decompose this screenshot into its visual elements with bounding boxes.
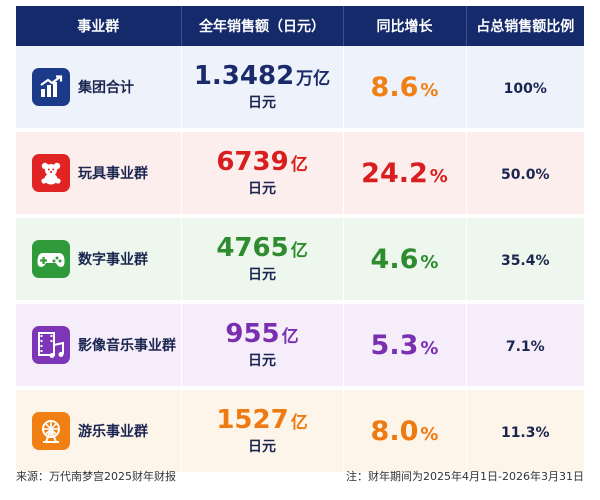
- segment-cell: 集团合计: [16, 46, 182, 132]
- segment-name: 集团合计: [78, 80, 134, 96]
- sales-amount: 4765: [216, 232, 289, 263]
- sales-currency: 日元: [248, 267, 276, 284]
- sales-cell: 6739 亿 日元: [181, 130, 344, 218]
- segment-label: 游乐事业群: [16, 412, 181, 450]
- sales-cell: 1.3482 万亿 日元: [181, 46, 344, 132]
- sales-amount: 1527: [216, 404, 289, 435]
- table-row: 数字事业群 4765 亿 日元 4.6% 35.4%: [16, 216, 584, 304]
- segment-cell: 游乐事业群: [16, 388, 182, 476]
- segment-label: 数字事业群: [16, 240, 181, 278]
- share-cell: 7.1%: [466, 302, 584, 390]
- sales-cell: 1527 亿 日元: [181, 388, 344, 476]
- share-value: 7.1%: [505, 338, 545, 355]
- growth-value: 5.3: [370, 329, 419, 361]
- sales-currency: 日元: [248, 353, 276, 370]
- sales-amount: 955: [225, 318, 280, 349]
- growth-cell: 8.0%: [343, 388, 467, 476]
- footer: 来源：万代南梦宫2025财年财报 注：财年期间为2025年4月1日-2026年3…: [16, 468, 584, 484]
- sales-unit: 亿: [281, 326, 299, 347]
- growth-value: 24.2: [361, 157, 428, 189]
- growth-percent-sign: %: [420, 251, 439, 273]
- share-cell: 11.3%: [466, 388, 584, 476]
- sales-unit: 亿: [290, 412, 308, 433]
- segment-name: 游乐事业群: [78, 424, 148, 440]
- growth-cell: 4.6%: [343, 216, 467, 304]
- segment-label: 影像音乐事业群: [16, 326, 181, 364]
- growth-cell: 8.6%: [343, 46, 467, 132]
- growth-value: 8.0: [370, 415, 419, 447]
- segment-sales-table: 事业群 全年销售额（日元） 同比增长 占总销售额比例: [16, 6, 584, 476]
- film-music-icon: [32, 326, 70, 364]
- growth-cell: 5.3%: [343, 302, 467, 390]
- segment-label: 集团合计: [16, 68, 181, 106]
- share-value: 50.0%: [500, 166, 550, 183]
- segment-label: 玩具事业群: [16, 154, 181, 192]
- growth-cell: 24.2%: [343, 130, 467, 218]
- sales-unit: 亿: [290, 240, 308, 261]
- share-cell: 35.4%: [466, 216, 584, 304]
- fiscal-period-note: 注：财年期间为2025年4月1日-2026年3月31日: [346, 470, 584, 483]
- sales-currency: 日元: [248, 95, 276, 112]
- segment-name: 影像音乐事业群: [78, 338, 176, 354]
- share-cell: 50.0%: [466, 130, 584, 218]
- sales-amount: 1.3482: [193, 60, 295, 91]
- segment-name: 数字事业群: [78, 252, 148, 268]
- teddy-bear-icon: [32, 154, 70, 192]
- gamepad-icon: [32, 240, 70, 278]
- segment-cell: 玩具事业群: [16, 130, 182, 218]
- sales-unit: 万亿: [296, 68, 331, 89]
- growth-percent-sign: %: [420, 79, 439, 101]
- sales-currency: 日元: [248, 181, 276, 198]
- sales-unit: 亿: [290, 154, 308, 175]
- share-value: 35.4%: [500, 252, 550, 269]
- share-cell: 100%: [466, 46, 584, 132]
- header-segment: 事业群: [16, 6, 182, 46]
- table-row: 玩具事业群 6739 亿 日元 24.2% 50.0%: [16, 130, 584, 218]
- ferris-wheel-icon: [32, 412, 70, 450]
- segment-name: 玩具事业群: [78, 166, 148, 182]
- segment-cell: 影像音乐事业群: [16, 302, 182, 390]
- table-row: 影像音乐事业群 955 亿 日元 5.3% 7.1%: [16, 302, 584, 390]
- table-row: 集团合计 1.3482 万亿 日元 8.6% 100%: [16, 46, 584, 132]
- sales-cell: 4765 亿 日元: [181, 216, 344, 304]
- header-sales: 全年销售额（日元）: [181, 6, 344, 46]
- header-share: 占总销售额比例: [466, 6, 584, 46]
- growth-percent-sign: %: [429, 165, 448, 187]
- share-value: 11.3%: [500, 424, 550, 441]
- growth-value: 8.6: [370, 71, 419, 103]
- bar-chart-icon: [32, 68, 70, 106]
- growth-value: 4.6: [370, 243, 419, 275]
- growth-percent-sign: %: [420, 337, 439, 359]
- growth-percent-sign: %: [420, 423, 439, 445]
- sales-currency: 日元: [248, 439, 276, 456]
- table-row: 游乐事业群 1527 亿 日元 8.0% 11.3%: [16, 388, 584, 476]
- table-header-row: 事业群 全年销售额（日元） 同比增长 占总销售额比例: [16, 6, 584, 46]
- header-growth: 同比增长: [343, 6, 467, 46]
- source-note: 来源：万代南梦宫2025财年财报: [16, 470, 176, 483]
- share-value: 100%: [503, 80, 547, 97]
- sales-cell: 955 亿 日元: [181, 302, 344, 390]
- sales-amount: 6739: [216, 146, 289, 177]
- segment-cell: 数字事业群: [16, 216, 182, 304]
